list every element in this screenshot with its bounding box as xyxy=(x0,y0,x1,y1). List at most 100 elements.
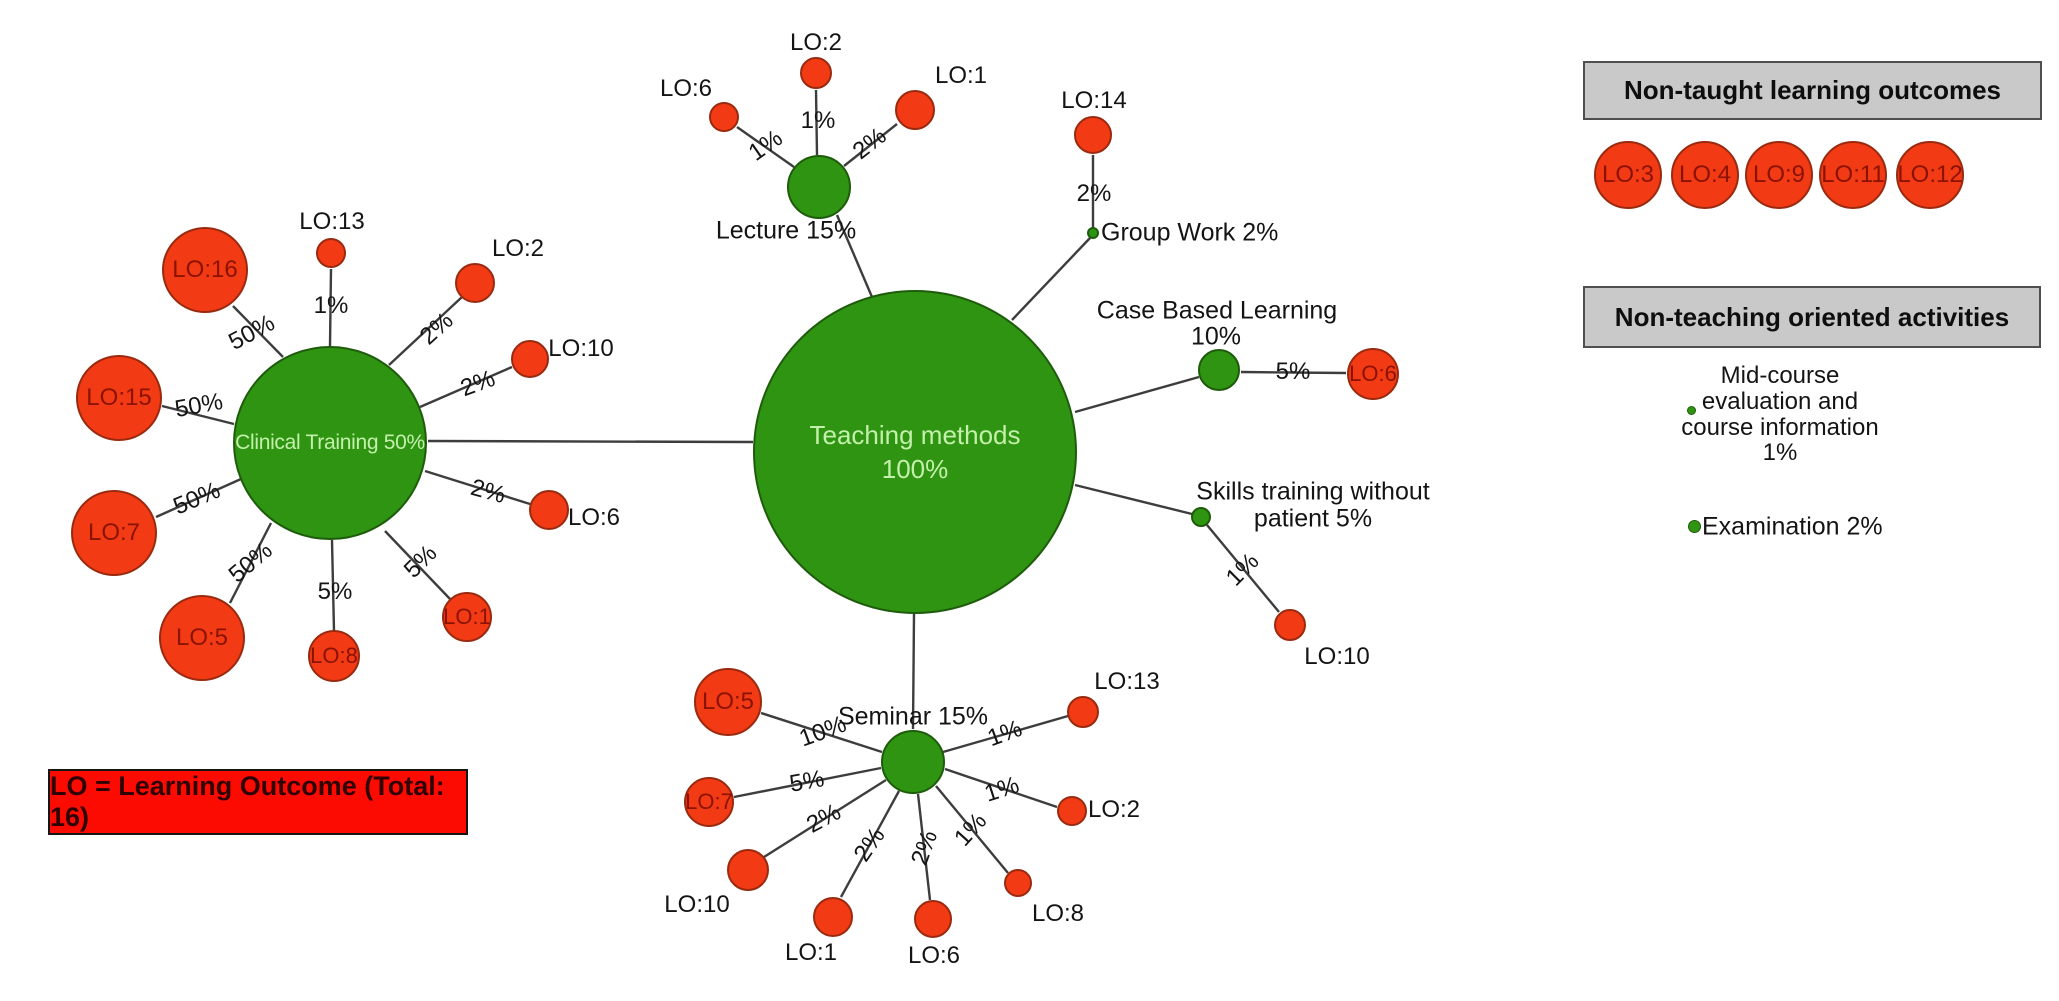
edge-clinical-lo10 xyxy=(419,365,513,409)
edge-clinical-lo13 xyxy=(328,268,333,347)
non-taught-header: Non-taught learning outcomes xyxy=(1583,61,2042,120)
edge-teaching-skills xyxy=(1074,483,1193,516)
satellite-label-clinical-lo2: LO:2 xyxy=(491,235,545,262)
satellite-label-seminar-lo1: LO:1 xyxy=(784,939,838,966)
edge-seminar-lo1 xyxy=(839,790,901,898)
edge-clinical-lo15 xyxy=(161,404,235,426)
satellite-label-seminar-lo6: LO:6 xyxy=(907,942,961,969)
node-teaching-methods: Teaching methods 100% xyxy=(753,290,1077,614)
satellite-seminar-lo1 xyxy=(813,897,853,937)
pct-seminar-lo7: 5% xyxy=(787,765,827,798)
satellite-label: LO:5 xyxy=(175,624,229,651)
satellite-clinical-lo8: LO:8 xyxy=(308,630,360,682)
satellite-label: LO:15 xyxy=(86,384,152,411)
node-seminar xyxy=(881,730,945,794)
node-skills-label-line2: patient 5% xyxy=(1253,504,1373,533)
satellite-clinical-lo10 xyxy=(511,340,549,378)
non-teaching-header-label: Non-teaching oriented activities xyxy=(1614,301,2010,332)
edge-skills-lo10 xyxy=(1206,524,1280,613)
edge-seminar-lo10 xyxy=(763,778,887,859)
satellite-seminar-lo13 xyxy=(1067,696,1099,728)
edge-teaching-groupwork xyxy=(1011,237,1091,321)
satellite-lecture-lo6 xyxy=(709,102,739,132)
satellite-clinical-lo7: LO:7 xyxy=(71,490,157,576)
teaching-label-line1: Teaching methods xyxy=(809,420,1021,450)
midcourse-line1: Mid-course xyxy=(1720,362,1840,389)
edge-casebased-lo6 xyxy=(1240,370,1347,375)
satellite-label: LO:11 xyxy=(1821,161,1885,188)
node-seminar-label: Seminar 15% xyxy=(837,702,989,731)
satellite-label: LO:8 xyxy=(310,643,358,668)
satellite-groupwork-lo14 xyxy=(1074,116,1112,154)
examination-label: Examination 2% xyxy=(1702,512,1883,541)
non-taught-header-label: Non-taught learning outcomes xyxy=(1624,75,2001,105)
satellite-seminar-lo6 xyxy=(914,900,952,938)
node-lecture xyxy=(787,155,851,219)
pct-casebased-lo6: 5% xyxy=(1275,358,1311,385)
satellite-seminar-lo10 xyxy=(727,849,769,891)
edge-lecture-lo1 xyxy=(843,123,898,167)
satellite-label: LO:9 xyxy=(1752,161,1806,188)
satellite-seminar-lo7: LO:7 xyxy=(684,777,734,827)
satellite-label: LO:1 xyxy=(443,604,491,629)
midcourse-line2: evaluation and xyxy=(1701,388,1859,415)
satellite-label-lecture-lo2: LO:2 xyxy=(789,29,843,56)
satellite-seminar-lo2 xyxy=(1057,796,1087,826)
satellite-label-seminar-lo10: LO:10 xyxy=(664,891,730,918)
edge-teaching-seminar xyxy=(911,613,916,730)
satellite-clinical-lo6 xyxy=(529,490,569,530)
non-taught-lo9: LO:9 xyxy=(1745,141,1813,209)
satellite-clinical-lo1: LO:1 xyxy=(442,592,492,642)
satellite-lecture-lo2 xyxy=(800,57,832,89)
satellite-clinical-lo16: LO:16 xyxy=(162,227,248,313)
satellite-label-seminar-lo13: LO:13 xyxy=(1094,668,1160,695)
node-case-based-label-line2: 10% xyxy=(1190,322,1242,351)
non-taught-lo11: LO:11 xyxy=(1819,141,1887,209)
satellite-skills-lo10 xyxy=(1274,609,1306,641)
satellite-label: LO:6 xyxy=(1349,361,1397,386)
non-taught-lo4: LO:4 xyxy=(1671,141,1739,209)
pct-clinical-lo8: 5% xyxy=(317,578,353,605)
satellite-label: LO:3 xyxy=(1601,161,1655,188)
satellite-label-clinical-lo10: LO:10 xyxy=(548,335,614,362)
node-skills-label-line1: Skills training without xyxy=(1196,477,1430,506)
edge-clinical-lo1 xyxy=(384,530,451,600)
node-skills-training xyxy=(1191,507,1211,527)
legend-box: LO = Learning Outcome (Total: 16) xyxy=(48,769,468,835)
non-teaching-header: Non-teaching oriented activities xyxy=(1583,286,2041,348)
midcourse-dot xyxy=(1687,406,1696,415)
satellite-seminar-lo8 xyxy=(1004,869,1032,897)
satellite-label: LO:7 xyxy=(87,519,141,546)
edge-clinical-lo6 xyxy=(424,469,531,506)
edge-clinical-lo16 xyxy=(232,305,284,358)
edge-clinical-lo2 xyxy=(388,296,463,366)
edge-seminar-lo5 xyxy=(760,711,883,754)
edge-clinical-lo7 xyxy=(155,477,242,519)
satellite-clinical-lo5: LO:5 xyxy=(159,595,245,681)
edge-seminar-lo2 xyxy=(944,767,1058,809)
satellite-label: LO:4 xyxy=(1678,161,1732,188)
edge-clinical-lo8 xyxy=(330,539,336,632)
edge-teaching-lecture xyxy=(835,214,874,298)
satellite-clinical-lo13 xyxy=(316,238,346,268)
midcourse-line3: course information xyxy=(1681,414,1879,441)
satellite-label-seminar-lo8: LO:8 xyxy=(1031,900,1085,927)
satellite-label-lecture-lo1: LO:1 xyxy=(934,62,988,89)
satellite-seminar-lo5: LO:5 xyxy=(694,668,762,736)
node-clinical-training-label: Clinical Training 50% xyxy=(235,431,425,454)
pct-clinical-lo13: 1% xyxy=(313,292,349,319)
edge-clinical-teaching xyxy=(427,439,754,444)
edge-seminar-lo13 xyxy=(942,714,1069,754)
non-taught-lo3: LO:3 xyxy=(1594,141,1662,209)
satellite-label-skills-lo10: LO:10 xyxy=(1304,643,1370,670)
edge-seminar-lo6 xyxy=(916,793,932,901)
node-teaching-methods-label: Teaching methods 100% xyxy=(809,418,1020,486)
satellite-clinical-lo2 xyxy=(455,263,495,303)
satellite-label: LO:5 xyxy=(701,688,755,715)
edge-lecture-lo2 xyxy=(814,89,819,156)
non-taught-lo12: LO:12 xyxy=(1896,141,1964,209)
midcourse-line4: 1% xyxy=(1762,439,1798,466)
satellite-casebased-lo6: LO:6 xyxy=(1347,348,1399,400)
